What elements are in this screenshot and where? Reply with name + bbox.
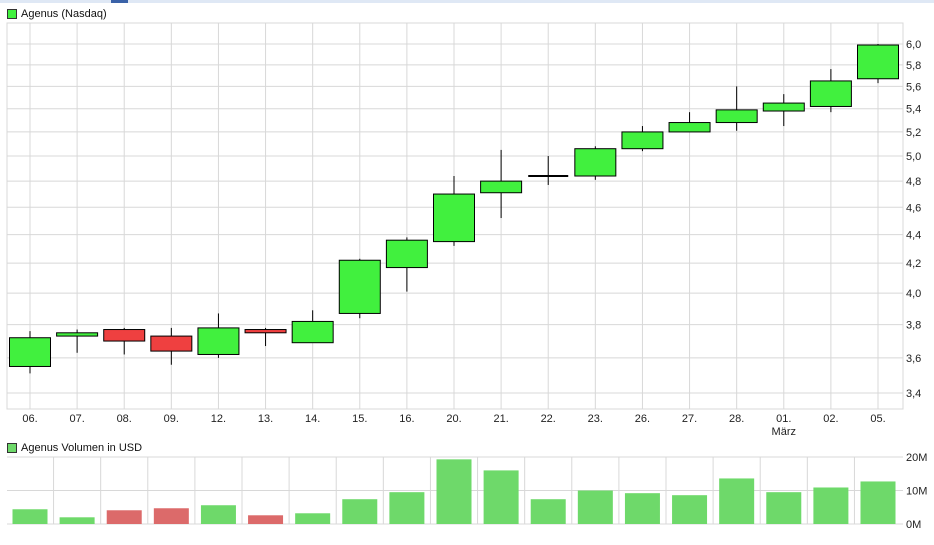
x-tick-label: 05.: [870, 413, 885, 425]
volume-bar: [59, 517, 95, 524]
x-tick-label: 13.: [258, 413, 273, 425]
volume-bar: [719, 478, 755, 524]
y-tick-label: 5,0: [906, 151, 921, 163]
volume-bar: [389, 492, 425, 524]
x-tick-label: 07.: [69, 413, 84, 425]
y-tick-label: 4,4: [906, 230, 921, 242]
month-label: März: [772, 426, 796, 438]
volume-legend-label: Agenus Volumen in USD: [21, 442, 143, 454]
candle-body: [197, 327, 240, 355]
candle-body: [762, 102, 805, 112]
y-tick-label: 5,2: [906, 127, 921, 139]
x-tick-label: 26.: [635, 413, 650, 425]
volume-bar: [577, 490, 613, 524]
x-tick-label: 22.: [541, 413, 556, 425]
candle-body: [715, 109, 758, 124]
candle-body: [9, 337, 51, 367]
volume-bar: [436, 459, 472, 524]
volume-bar: [860, 481, 896, 524]
volume-bar: [12, 509, 48, 524]
volume-bar: [624, 493, 660, 524]
x-tick-label: 21.: [493, 413, 508, 425]
candle-body: [385, 239, 428, 269]
x-tick-label: 02.: [823, 413, 838, 425]
volume-bar: [530, 499, 566, 524]
volume-bar: [672, 495, 708, 524]
y-tick-label: 4,8: [906, 176, 921, 188]
volume-bar: [342, 499, 378, 524]
top-tab-strip: [0, 0, 934, 3]
x-tick-label: 01.: [776, 413, 791, 425]
y-tick-label: 3,8: [906, 320, 921, 332]
candle-body: [150, 335, 193, 352]
y-tick-label: 3,6: [906, 353, 921, 365]
volume-bar: [766, 492, 802, 524]
volume-bar: [153, 508, 189, 524]
volume-bar: [295, 513, 331, 524]
candle-body: [809, 80, 852, 107]
candle-body: [668, 122, 711, 133]
y-tick-label: 10M: [906, 486, 927, 498]
x-tick-label: 12.: [211, 413, 226, 425]
candle-body: [480, 180, 523, 194]
y-tick-label: 20M: [906, 452, 927, 464]
y-tick-label: 4,0: [906, 288, 921, 300]
x-tick-label: 08.: [117, 413, 132, 425]
volume-bar: [813, 487, 849, 524]
y-tick-label: 5,6: [906, 81, 921, 93]
y-tick-label: 4,2: [906, 258, 921, 270]
x-tick-label: 06.: [22, 413, 37, 425]
y-tick-label: 3,4: [906, 388, 921, 400]
volume-bar: [106, 510, 142, 524]
volume-bar: [248, 515, 284, 524]
candle-body: [433, 193, 475, 243]
y-tick-label: 0M: [906, 519, 921, 531]
active-tab-indicator[interactable]: [111, 0, 128, 3]
candle-body: [244, 329, 287, 334]
candle-body: [103, 329, 146, 342]
x-tick-label: 15.: [352, 413, 367, 425]
price-legend: Agenus (Nasdaq): [7, 8, 107, 20]
volume-bar: [483, 470, 519, 524]
y-tick-label: 5,8: [906, 60, 921, 72]
x-tick-label: 28.: [729, 413, 744, 425]
x-tick-label: 23.: [588, 413, 603, 425]
candle-body: [574, 148, 617, 177]
x-tick-label: 09.: [164, 413, 179, 425]
candle-body: [338, 259, 381, 314]
x-tick-label: 20.: [446, 413, 461, 425]
legend-swatch: [7, 9, 17, 19]
y-tick-label: 4,6: [906, 202, 921, 214]
x-tick-label: 27.: [682, 413, 697, 425]
price-legend-label: Agenus (Nasdaq): [21, 8, 107, 20]
candle-body: [56, 332, 99, 337]
y-tick-label: 5,4: [906, 104, 921, 116]
volume-legend: Agenus Volumen in USD: [7, 442, 142, 454]
candle-body: [291, 320, 334, 344]
x-tick-label: 14.: [305, 413, 320, 425]
legend-swatch: [7, 443, 17, 453]
volume-bar: [200, 505, 236, 524]
candle-body: [857, 44, 899, 80]
x-tick-label: 16.: [399, 413, 414, 425]
y-tick-label: 6,0: [906, 39, 921, 51]
candle-body: [621, 131, 664, 150]
